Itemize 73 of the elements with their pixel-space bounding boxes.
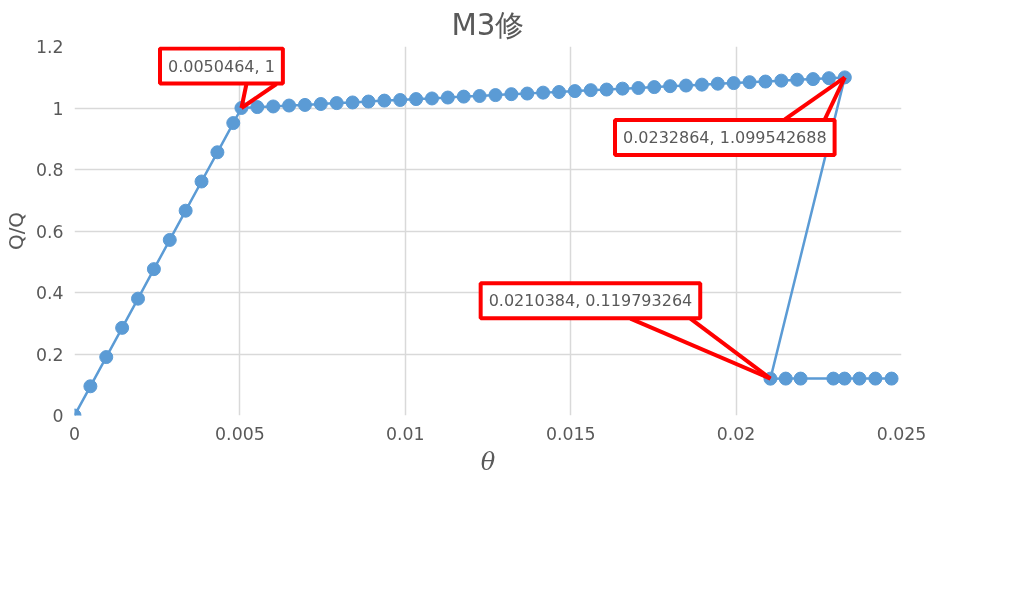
y-axis-title: Q/Q: [3, 211, 28, 251]
point: [663, 79, 678, 94]
point: [868, 371, 883, 386]
point: [83, 379, 98, 394]
point: [837, 371, 852, 386]
point: [504, 87, 519, 102]
point: [552, 85, 566, 99]
y-tick-label: 1: [52, 98, 64, 119]
x-tick-label: 0.01: [386, 423, 425, 444]
point: [99, 350, 114, 365]
annotation: 0.0050464, 1: [168, 56, 275, 76]
point: [790, 72, 805, 87]
point: [282, 98, 297, 113]
y-tick-label: 0: [52, 406, 64, 426]
point: [520, 86, 535, 101]
point: [210, 145, 225, 160]
point: [694, 77, 709, 92]
point: [488, 88, 503, 103]
x-tick-label: 0.025: [876, 423, 927, 444]
point: [852, 371, 867, 386]
point: [758, 74, 773, 89]
x-tick-label: 0.02: [716, 423, 756, 444]
point: [440, 90, 455, 105]
point: [266, 99, 281, 114]
point: [583, 83, 598, 98]
y-tick-label: 0.2: [35, 344, 64, 365]
point: [329, 96, 344, 111]
point: [472, 89, 487, 103]
point: [194, 174, 209, 189]
point: [250, 100, 265, 115]
point: [615, 81, 630, 96]
point: [726, 76, 741, 91]
point: [409, 92, 424, 107]
y-tick-label: 1.2: [35, 37, 64, 57]
point: [115, 320, 130, 335]
point: [146, 262, 161, 277]
point: [774, 73, 789, 88]
point: [647, 80, 662, 95]
point: [821, 71, 836, 86]
point: [793, 371, 808, 386]
y-tick-label: 0.6: [35, 221, 64, 242]
y-tick-label: 0.8: [35, 160, 64, 180]
point: [178, 203, 193, 218]
point: [710, 76, 725, 91]
x-tick-label: 0.015: [545, 423, 596, 444]
point: [599, 82, 614, 97]
point: [297, 97, 312, 112]
chart-title: M3修: [451, 7, 525, 42]
point: [806, 72, 821, 87]
x-tick-label: 0.005: [215, 423, 265, 444]
point: [162, 232, 177, 247]
point: [679, 78, 694, 93]
x-axis-title: θ: [480, 447, 496, 476]
point: [361, 94, 376, 109]
point: [536, 85, 551, 100]
point: [226, 116, 241, 131]
point: [345, 95, 360, 110]
point: [456, 89, 471, 104]
point: [567, 84, 582, 99]
point: [884, 371, 899, 386]
point: [131, 291, 146, 306]
point: [377, 93, 392, 108]
point: [826, 371, 841, 386]
annotation: 0.0210384, 0.119793264: [488, 291, 693, 311]
point: [424, 91, 439, 106]
point: [631, 81, 646, 95]
point: [778, 371, 793, 386]
point: [393, 93, 408, 107]
y-tick-label: 0.4: [35, 283, 64, 303]
point: [313, 97, 328, 111]
annotation: 0.0232864, 1.099542688: [623, 127, 827, 147]
point: [742, 75, 757, 90]
x-tick-label: 0: [68, 423, 81, 444]
